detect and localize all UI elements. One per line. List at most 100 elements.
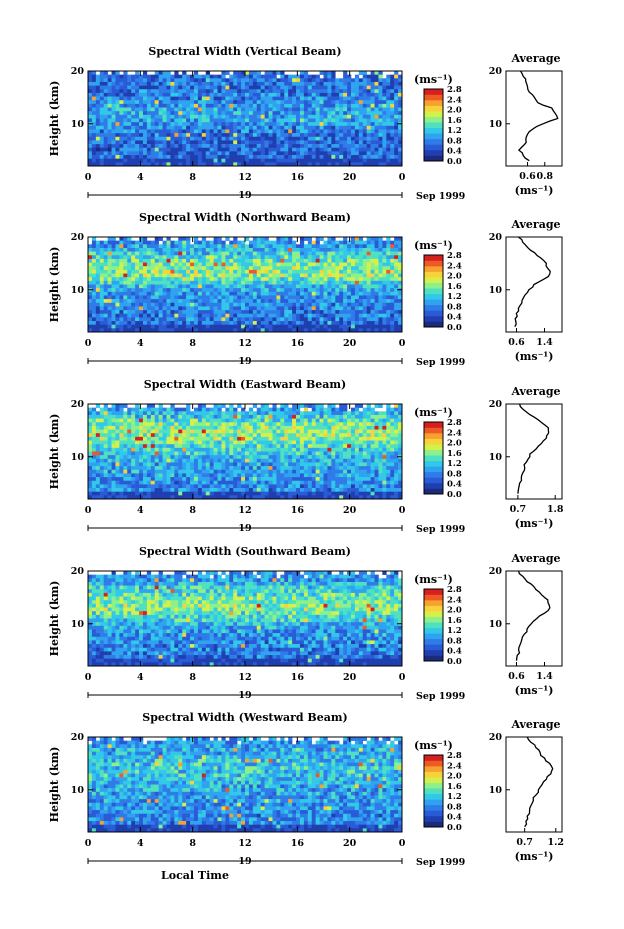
heatmap-cell	[197, 100, 203, 105]
heatmap-cell	[343, 140, 348, 145]
heatmap-cell	[276, 85, 281, 90]
heatmap-cell	[374, 240, 379, 245]
heatmap-cell	[311, 273, 316, 278]
heatmap-cell	[186, 407, 191, 412]
heatmap-cell	[260, 247, 265, 252]
heatmap-cell	[201, 136, 207, 141]
heatmap-cell	[370, 280, 375, 285]
heatmap-cell	[99, 78, 104, 83]
heatmap-cell	[362, 284, 367, 289]
heatmap-cell	[272, 107, 277, 112]
heatmap-cell	[343, 429, 348, 434]
heatmap-cell	[99, 118, 104, 123]
heatmap-cell	[311, 85, 316, 90]
heatmap-cell	[284, 313, 289, 318]
heatmap-cell	[107, 89, 112, 94]
heatmap-cell	[154, 237, 159, 241]
heatmap-cell	[162, 162, 167, 167]
heatmap-cell	[374, 81, 379, 86]
heatmap-cell	[88, 140, 93, 145]
heatmap-cell	[103, 144, 108, 149]
heatmap-cell	[162, 306, 167, 311]
heatmap-cell	[178, 118, 183, 123]
heatmap-cell	[362, 436, 367, 441]
heatmap-cell	[335, 302, 340, 307]
heatmap-cell	[280, 122, 285, 127]
heatmap-cell	[335, 288, 340, 293]
heatmap-cell	[315, 317, 320, 322]
heatmap-cell	[386, 129, 391, 134]
heatmap-cell	[131, 407, 136, 412]
heatmap-cell	[197, 299, 203, 304]
heatmap-cell	[374, 251, 379, 256]
heatmap-cell	[260, 310, 265, 315]
heatmap-cell	[119, 122, 124, 127]
heatmap-cell	[150, 414, 156, 419]
heatmap-cell	[91, 425, 97, 430]
heatmap-cell	[193, 255, 199, 260]
heatmap-cell	[374, 155, 379, 159]
heatmap-cell	[280, 140, 285, 145]
heatmap-cell	[386, 96, 391, 101]
heatmap-cell	[229, 96, 234, 101]
heatmap-cell	[327, 147, 332, 152]
heatmap-cell	[158, 151, 163, 156]
x-tick-label: 0	[399, 338, 406, 349]
heatmap-cell	[139, 418, 144, 423]
heatmap-cell	[201, 100, 207, 105]
heatmap-cell	[296, 269, 301, 274]
heatmap-cell	[225, 133, 230, 138]
heatmap-cell	[103, 85, 108, 90]
heatmap-cell	[221, 162, 226, 167]
heatmap-cell	[264, 140, 269, 145]
heatmap-cell	[197, 162, 203, 167]
heatmap-cell	[166, 299, 171, 304]
heatmap-cell	[248, 328, 254, 333]
heatmap-cell	[205, 280, 210, 285]
heatmap-cell	[280, 280, 285, 285]
heatmap-cell	[103, 306, 108, 311]
heatmap-cell	[311, 122, 316, 127]
heatmap-cell	[280, 85, 285, 90]
heatmap-cell	[150, 151, 156, 156]
heatmap-cell	[311, 147, 316, 152]
heatmap-cell	[307, 306, 313, 311]
heatmap-cell	[88, 273, 93, 278]
heatmap-cell	[233, 89, 238, 94]
heatmap-cell	[382, 418, 387, 423]
heatmap-cell	[213, 313, 218, 318]
heatmap-cell	[103, 78, 108, 83]
heatmap-cell	[335, 299, 340, 304]
heatmap-cell	[135, 81, 140, 86]
heatmap-cell	[327, 299, 332, 304]
heatmap-cell	[358, 111, 364, 116]
heatmap-cell	[260, 407, 265, 412]
heatmap-cell	[347, 114, 352, 119]
heatmap-cell	[154, 114, 159, 119]
heatmap-cell	[123, 81, 128, 86]
x-tick-label: 0	[399, 172, 406, 183]
heatmap-cell	[237, 328, 242, 333]
heatmap-cell	[131, 103, 136, 108]
heatmap-cell	[182, 414, 187, 419]
heatmap-cell	[233, 262, 238, 267]
heatmap-cell	[256, 155, 261, 159]
heatmap-cell	[358, 425, 364, 430]
heatmap-cell	[382, 92, 387, 97]
heatmap-cell	[241, 324, 246, 329]
heatmap-cell	[190, 118, 195, 123]
heatmap-cell	[166, 433, 171, 438]
heatmap-cell	[205, 118, 210, 123]
heatmap-cell	[366, 155, 371, 159]
heatmap-cell	[315, 78, 320, 83]
heatmap-cell	[107, 414, 112, 419]
heatmap-cell	[378, 96, 383, 101]
heatmap-cell	[311, 251, 316, 256]
heatmap-cell	[268, 414, 273, 419]
heatmap-cell	[362, 418, 367, 423]
heatmap-cell	[339, 317, 344, 322]
heatmap-cell	[378, 89, 383, 94]
heatmap-cell	[256, 258, 261, 263]
heatmap-cell	[217, 317, 222, 322]
heatmap-cell	[186, 269, 191, 274]
